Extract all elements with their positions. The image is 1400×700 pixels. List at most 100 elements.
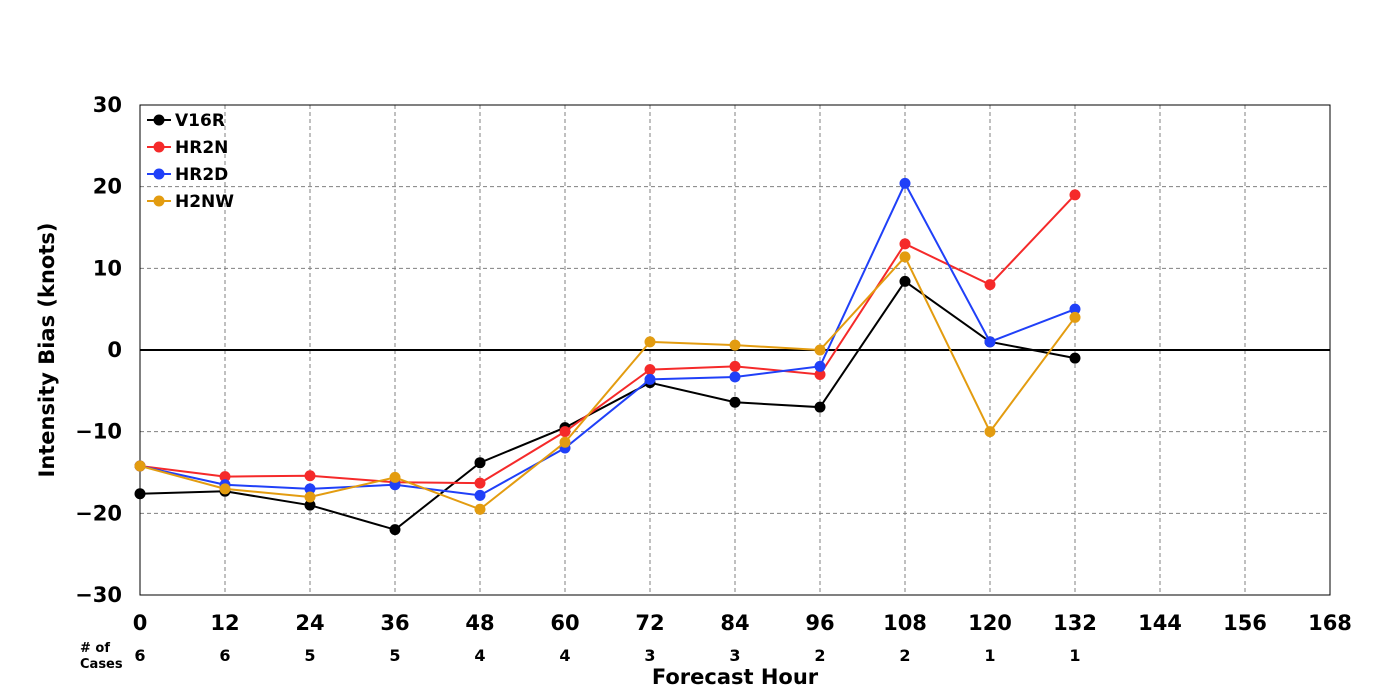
data-point	[1069, 311, 1081, 323]
case-count: 5	[389, 646, 400, 665]
series-layer	[134, 177, 1081, 536]
y-tick-label: −30	[75, 583, 122, 607]
x-tick-label: 168	[1308, 611, 1352, 635]
y-tick-labels: −30 −20 −10 0 10 20 30	[75, 93, 122, 607]
x-axis-title: Forecast Hour	[652, 665, 819, 689]
data-point	[729, 339, 741, 351]
plot-frame	[139, 104, 1331, 596]
y-tick-label: 10	[93, 256, 122, 280]
x-tick-label: 132	[1053, 611, 1097, 635]
data-point	[389, 471, 401, 483]
data-point	[559, 436, 571, 448]
cases-title: # of Cases	[80, 641, 123, 672]
series-v16r	[134, 275, 1081, 536]
case-count: 2	[814, 646, 825, 665]
data-point	[304, 483, 316, 495]
case-count: 6	[219, 646, 230, 665]
legend-label: H2NW	[175, 192, 234, 212]
data-point	[984, 426, 996, 438]
case-count: 5	[304, 646, 315, 665]
data-point	[1069, 352, 1081, 364]
x-tick-label: 0	[133, 611, 148, 635]
series-h2nw	[134, 251, 1081, 515]
cases-row: 6 6 5 5 4 4 3 3 2 2 1 1	[134, 646, 1080, 665]
data-point	[899, 275, 911, 287]
series-line	[139, 194, 1076, 485]
x-tick-label: 156	[1223, 611, 1267, 635]
case-count: 1	[984, 646, 995, 665]
data-point	[304, 491, 316, 503]
data-point	[729, 360, 741, 372]
legend: V16R HR2N HR2D H2NW	[147, 111, 234, 212]
legend-label: V16R	[175, 111, 225, 131]
case-count: 3	[644, 646, 655, 665]
data-point	[729, 371, 741, 383]
series-line	[139, 255, 1076, 511]
x-tick-label: 120	[968, 611, 1012, 635]
x-tick-labels: 0 12 24 36 48 60 72 84 96 108 120 132 144 156 168	[133, 611, 1352, 635]
x-tick-label: 144	[1138, 611, 1182, 635]
case-count: 4	[474, 646, 485, 665]
data-point	[304, 499, 316, 511]
data-point	[899, 238, 911, 250]
case-count: 1	[1069, 646, 1080, 665]
x-tick-label: 36	[380, 611, 409, 635]
legend-item: V16R	[147, 111, 225, 131]
data-point	[474, 489, 486, 501]
data-point	[219, 471, 231, 483]
series-line	[139, 181, 1076, 497]
series-line	[139, 279, 1076, 531]
data-point	[814, 360, 826, 372]
data-point	[474, 503, 486, 515]
x-tick-label: 108	[883, 611, 927, 635]
y-tick-label: 30	[93, 93, 122, 117]
case-count: 3	[729, 646, 740, 665]
data-point	[134, 488, 146, 500]
data-point	[984, 336, 996, 348]
data-point	[304, 470, 316, 482]
y-axis-title: Intensity Bias (knots)	[35, 223, 59, 478]
x-tick-label: 60	[550, 611, 579, 635]
x-tick-label: 96	[805, 611, 834, 635]
x-tick-label: 12	[210, 611, 239, 635]
data-point	[644, 336, 656, 348]
data-point	[559, 426, 571, 438]
legend-item: H2NW	[147, 192, 234, 212]
data-point	[814, 344, 826, 356]
x-tick-label: 24	[295, 611, 324, 635]
data-point	[219, 483, 231, 495]
series-hr2d	[134, 177, 1081, 501]
data-point	[1069, 303, 1081, 315]
legend-label: HR2D	[175, 165, 228, 185]
y-tick-label: −20	[75, 501, 122, 525]
legend-marker	[153, 195, 165, 207]
data-point	[1069, 189, 1081, 201]
data-point	[474, 477, 486, 489]
case-count: 2	[899, 646, 910, 665]
y-tick-label: 20	[93, 175, 122, 199]
legend-marker	[153, 141, 165, 153]
legend-label: HR2N	[175, 138, 228, 158]
legend-item: HR2D	[147, 165, 228, 185]
data-point	[899, 177, 911, 189]
x-tick-label: 48	[465, 611, 494, 635]
case-count: 6	[134, 646, 145, 665]
data-point	[814, 369, 826, 380]
data-point	[814, 401, 826, 413]
case-count: 4	[559, 646, 570, 665]
data-point	[474, 457, 486, 469]
legend-item: HR2N	[147, 138, 228, 158]
y-tick-label: −10	[75, 420, 122, 444]
data-point	[984, 279, 996, 291]
data-point	[729, 396, 741, 408]
data-point	[644, 364, 656, 376]
data-point	[134, 460, 146, 472]
data-point	[644, 373, 656, 385]
y-tick-label: 0	[107, 338, 122, 362]
x-tick-label: 84	[720, 611, 749, 635]
series-hr2n	[134, 189, 1081, 489]
legend-marker	[153, 114, 165, 126]
data-point	[899, 251, 911, 263]
x-tick-label: 72	[635, 611, 664, 635]
